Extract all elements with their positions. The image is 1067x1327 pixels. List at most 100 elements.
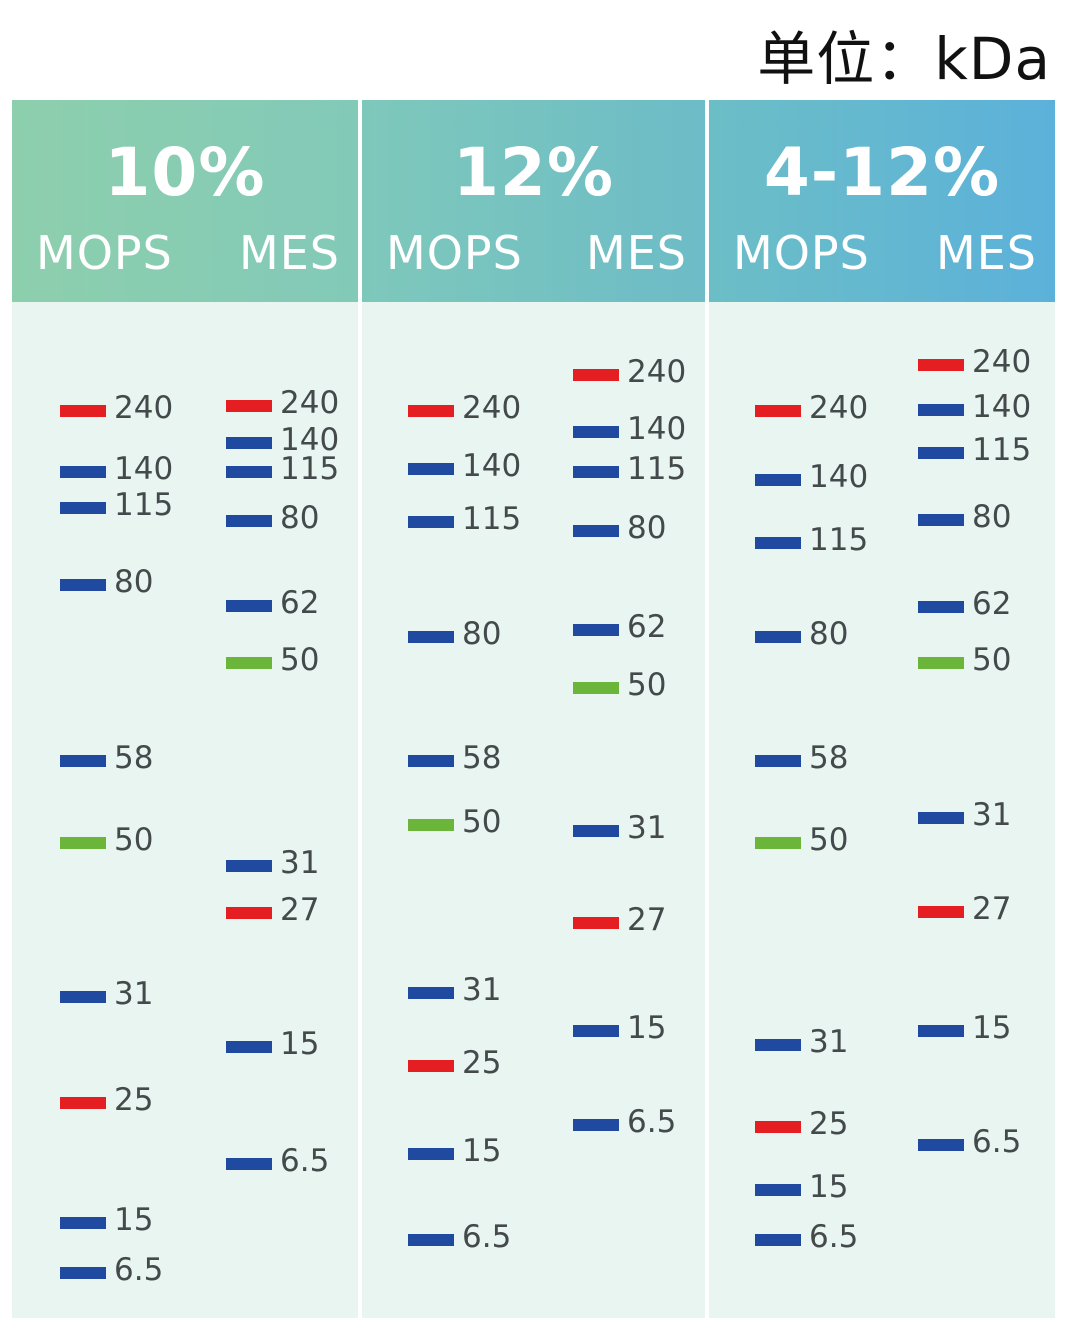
marker-label: 58 xyxy=(114,740,154,776)
marker-band-mes xyxy=(226,1041,272,1053)
marker-label: 62 xyxy=(972,586,1012,622)
marker-label: 31 xyxy=(809,1024,849,1060)
marker-band-mops xyxy=(755,755,801,767)
marker-label: 27 xyxy=(972,891,1012,927)
marker-band-mops xyxy=(60,1097,106,1109)
panel-12-percent: 12% MOPS MES 240 140 115 80 58 50 31 25 15 6.5 240… xyxy=(362,100,705,1318)
buffer-label-mes: MES xyxy=(936,226,1037,280)
marker-band-mops xyxy=(755,1121,801,1133)
marker-label: 50 xyxy=(114,822,154,858)
marker-band-mops xyxy=(60,466,106,478)
marker-band-mops xyxy=(60,1267,106,1279)
marker-band-mes xyxy=(918,404,964,416)
marker-label: 15 xyxy=(462,1133,502,1169)
marker-label: 6.5 xyxy=(972,1124,1022,1160)
marker-band-mes xyxy=(918,447,964,459)
marker-band-mops xyxy=(60,579,106,591)
marker-band-mes xyxy=(918,359,964,371)
marker-label: 31 xyxy=(114,976,154,1012)
marker-band-mes xyxy=(573,682,619,694)
panel-divider xyxy=(358,100,362,1318)
marker-label: 80 xyxy=(114,564,154,600)
marker-band-mops xyxy=(755,405,801,417)
marker-band-mops xyxy=(60,405,106,417)
gel-percentage: 10% xyxy=(104,134,266,211)
marker-label: 80 xyxy=(809,616,849,652)
marker-band-mes xyxy=(226,860,272,872)
marker-label: 140 xyxy=(114,451,174,487)
marker-band-mops xyxy=(755,1039,801,1051)
marker-label: 25 xyxy=(809,1106,849,1142)
marker-band-mops xyxy=(755,631,801,643)
marker-label: 31 xyxy=(462,972,502,1008)
marker-label: 27 xyxy=(627,902,667,938)
marker-label: 58 xyxy=(809,740,849,776)
marker-label: 240 xyxy=(972,344,1032,380)
marker-label: 140 xyxy=(627,411,687,447)
marker-label: 62 xyxy=(280,585,320,621)
marker-band-mes xyxy=(918,812,964,824)
marker-band-mes xyxy=(573,624,619,636)
marker-label: 6.5 xyxy=(809,1219,859,1255)
marker-label: 115 xyxy=(972,432,1032,468)
marker-label: 140 xyxy=(809,459,869,495)
marker-label: 15 xyxy=(972,1010,1012,1046)
marker-band-mes xyxy=(226,1158,272,1170)
marker-label: 240 xyxy=(462,390,522,426)
marker-label: 240 xyxy=(809,390,869,426)
marker-band-mes xyxy=(573,1025,619,1037)
unit-label: 单位：kDa xyxy=(757,25,1051,93)
buffer-label-mops: MOPS xyxy=(386,226,523,280)
marker-band-mops xyxy=(60,991,106,1003)
marker-band-mops xyxy=(755,537,801,549)
marker-band-mes xyxy=(573,917,619,929)
buffer-label-mes: MES xyxy=(586,226,687,280)
marker-label: 6.5 xyxy=(114,1252,164,1288)
marker-band-mops xyxy=(408,516,454,528)
marker-label: 31 xyxy=(627,810,667,846)
marker-label: 115 xyxy=(280,451,340,487)
marker-band-mes xyxy=(226,515,272,527)
marker-label: 6.5 xyxy=(462,1219,512,1255)
marker-label: 140 xyxy=(972,389,1032,425)
marker-band-mops xyxy=(60,502,106,514)
marker-label: 31 xyxy=(972,797,1012,833)
marker-label: 58 xyxy=(462,740,502,776)
marker-label: 15 xyxy=(280,1026,320,1062)
marker-band-mops xyxy=(60,837,106,849)
buffer-label-mes: MES xyxy=(239,226,340,280)
marker-label: 50 xyxy=(809,822,849,858)
marker-label: 115 xyxy=(462,501,522,537)
marker-label: 15 xyxy=(809,1169,849,1205)
marker-band-mes xyxy=(573,525,619,537)
marker-band-mops xyxy=(755,837,801,849)
marker-label: 240 xyxy=(114,390,174,426)
marker-band-mes xyxy=(573,1119,619,1131)
panel-divider xyxy=(705,100,709,1318)
marker-label: 140 xyxy=(280,422,340,458)
marker-band-mes xyxy=(918,514,964,526)
marker-band-mops xyxy=(755,1184,801,1196)
marker-label: 80 xyxy=(627,510,667,546)
marker-band-mops xyxy=(408,1234,454,1246)
marker-diagram: 10% MOPS MES 240 140 115 80 58 50 31 25 15 6.5 240… xyxy=(12,100,1055,1318)
marker-band-mops xyxy=(408,1060,454,1072)
marker-band-mops xyxy=(60,755,106,767)
marker-label: 6.5 xyxy=(280,1143,330,1179)
marker-label: 240 xyxy=(280,385,340,421)
marker-band-mes xyxy=(918,906,964,918)
marker-label: 62 xyxy=(627,609,667,645)
marker-label: 80 xyxy=(972,499,1012,535)
marker-label: 115 xyxy=(627,451,687,487)
marker-band-mes xyxy=(573,466,619,478)
marker-band-mes xyxy=(226,600,272,612)
marker-band-mops xyxy=(408,1148,454,1160)
buffer-label-mops: MOPS xyxy=(36,226,173,280)
marker-band-mops xyxy=(408,819,454,831)
gel-percentage: 4-12% xyxy=(763,134,1001,211)
marker-band-mes xyxy=(918,601,964,613)
marker-label: 6.5 xyxy=(627,1104,677,1140)
marker-band-mes xyxy=(226,657,272,669)
marker-band-mops xyxy=(408,405,454,417)
marker-band-mops xyxy=(408,463,454,475)
